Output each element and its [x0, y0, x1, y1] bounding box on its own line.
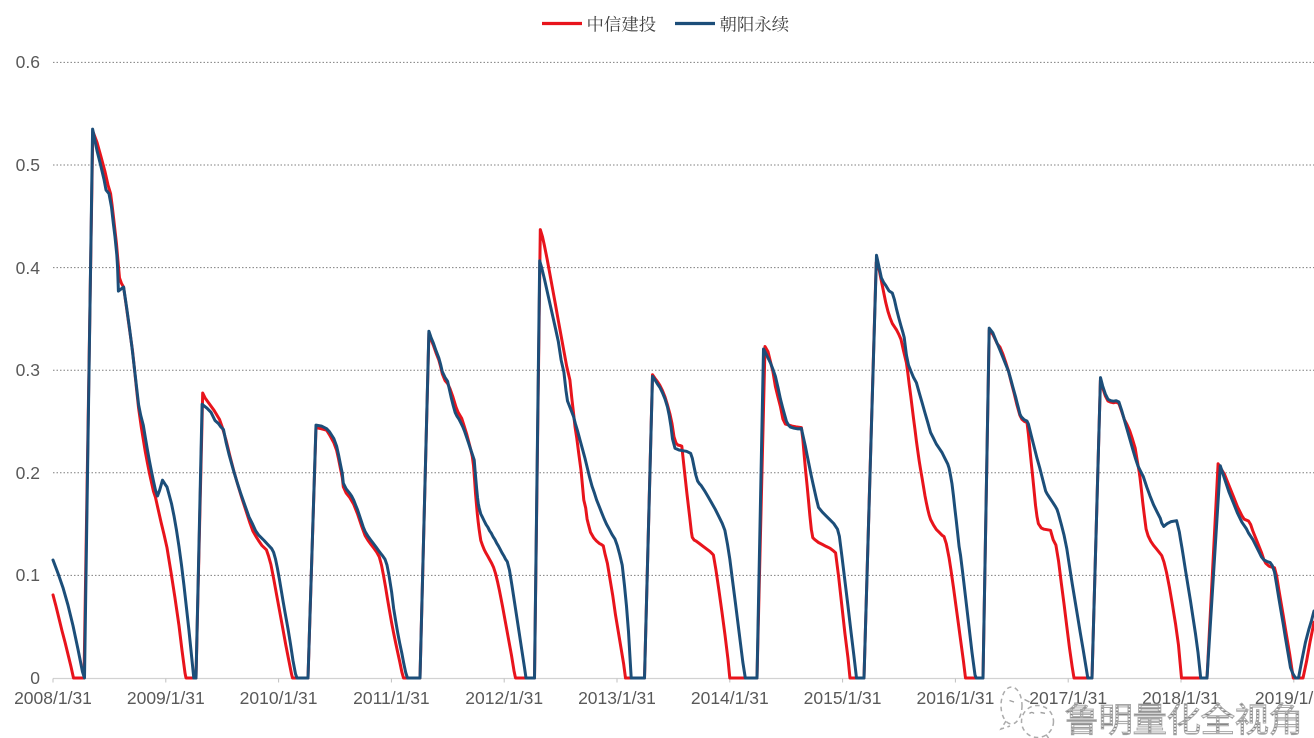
svg-text:2012/1/31: 2012/1/31 [465, 688, 543, 708]
svg-text:0.3: 0.3 [16, 360, 40, 380]
svg-text:2019/1/31: 2019/1/31 [1255, 688, 1314, 708]
svg-text:2014/1/31: 2014/1/31 [691, 688, 769, 708]
svg-text:2008/1/31: 2008/1/31 [14, 688, 92, 708]
svg-text:0.5: 0.5 [16, 155, 40, 175]
svg-text:0.4: 0.4 [16, 258, 41, 278]
svg-text:0.2: 0.2 [16, 463, 40, 483]
svg-text:2015/1/31: 2015/1/31 [804, 688, 882, 708]
svg-text:2011/1/31: 2011/1/31 [353, 688, 430, 708]
svg-text:2010/1/31: 2010/1/31 [240, 688, 318, 708]
svg-text:2009/1/31: 2009/1/31 [127, 688, 205, 708]
svg-text:0.6: 0.6 [16, 52, 40, 72]
svg-text:2016/1/31: 2016/1/31 [916, 688, 994, 708]
svg-text:0: 0 [30, 668, 40, 688]
svg-text:0.1: 0.1 [16, 565, 40, 585]
svg-text:2018/1/31: 2018/1/31 [1142, 688, 1220, 708]
svg-text:2017/1/31: 2017/1/31 [1029, 688, 1107, 708]
svg-text:2013/1/31: 2013/1/31 [578, 688, 656, 708]
